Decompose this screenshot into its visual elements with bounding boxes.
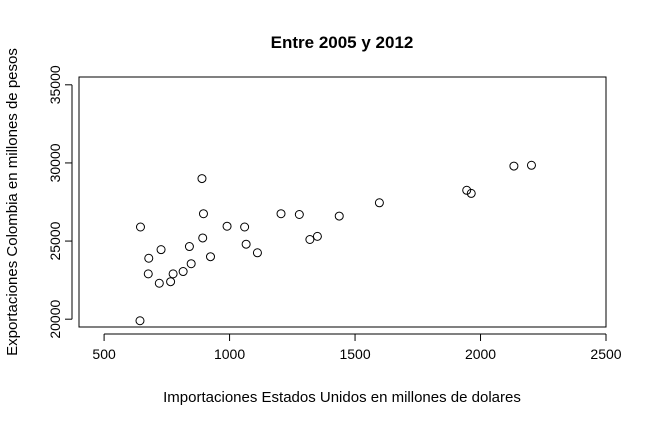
x-tick-label: 1500 — [339, 346, 370, 362]
data-point — [294, 210, 304, 219]
data-point — [240, 222, 250, 232]
x-axis: 500 1000 1500 2000 2500 — [92, 333, 622, 362]
y-axis: 20000 25000 30000 35000 — [47, 65, 73, 339]
data-point — [156, 245, 166, 255]
data-points — [135, 160, 536, 326]
data-point — [178, 267, 188, 277]
data-point — [198, 233, 208, 243]
data-point — [526, 160, 536, 170]
data-point — [186, 259, 196, 269]
data-point — [252, 248, 262, 258]
data-point — [374, 198, 384, 208]
data-point — [334, 211, 344, 221]
data-point — [166, 277, 176, 287]
data-point — [305, 235, 315, 244]
data-point — [466, 188, 476, 198]
data-point — [135, 316, 145, 326]
x-tick-label: 1000 — [214, 346, 245, 362]
data-point — [135, 222, 145, 232]
data-point — [198, 209, 208, 219]
data-point — [276, 209, 286, 219]
data-point — [184, 242, 194, 252]
x-tick-label: 2500 — [590, 346, 621, 362]
data-point — [144, 253, 154, 263]
data-point — [143, 269, 153, 279]
data-point — [168, 269, 178, 279]
y-tick-label: 35000 — [47, 65, 63, 104]
data-point — [241, 239, 251, 249]
data-point — [462, 185, 472, 195]
data-point — [205, 252, 215, 262]
x-tick-label: 2000 — [465, 346, 496, 362]
data-point — [312, 231, 322, 241]
data-point — [509, 161, 519, 171]
plot-frame — [78, 76, 607, 328]
y-tick-label: 20000 — [47, 300, 63, 339]
data-point — [154, 278, 164, 288]
y-tick-label: 25000 — [47, 221, 63, 260]
y-axis-label: Exportaciones Colombia en millones de pe… — [4, 48, 21, 356]
y-tick-label: 30000 — [47, 143, 63, 182]
data-point — [222, 221, 232, 231]
data-point — [197, 174, 207, 184]
x-tick-label: 500 — [92, 346, 116, 362]
chart-title: Entre 2005 y 2012 — [271, 33, 414, 52]
x-axis-label: Importaciones Estados Unidos en millones… — [163, 389, 521, 406]
